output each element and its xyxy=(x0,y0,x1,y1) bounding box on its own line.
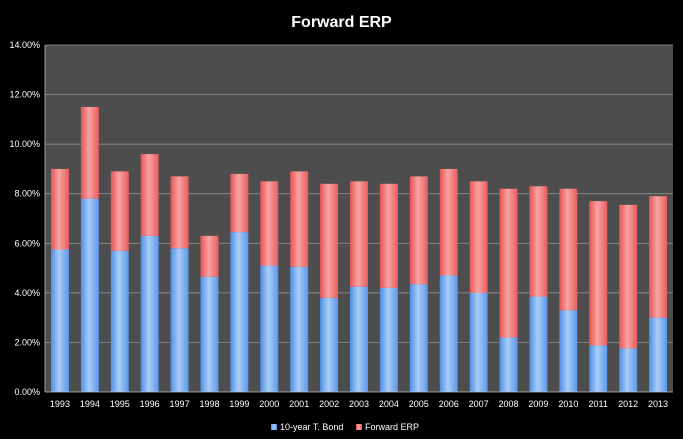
bar-bond xyxy=(350,286,368,392)
bar-bond xyxy=(80,198,99,392)
bar-bond xyxy=(379,287,398,392)
bar-bond xyxy=(499,337,518,392)
bar-erp xyxy=(649,196,668,318)
bar-erp xyxy=(619,204,638,349)
x-tick-label: 1997 xyxy=(170,399,190,409)
x-axis: 1993 1994 1995 1996 1997 1998 1999 2000 2001 2002… xyxy=(45,391,673,409)
bar-erp xyxy=(439,168,458,276)
x-tick-label: 2006 xyxy=(439,399,459,409)
x-tick-label: 2011 xyxy=(589,399,608,409)
bar-erp xyxy=(290,171,309,267)
bar-erp xyxy=(200,235,219,277)
y-axis: 0.00% 2.00% 4.00% 6.00% 8.00% 10.00% 12.00% 14.… xyxy=(9,40,46,397)
y-tick-label: 12.00% xyxy=(9,90,40,100)
x-tick-label: 2013 xyxy=(648,399,668,409)
y-tick-label: 10.00% xyxy=(9,139,40,149)
x-tick-label: 1996 xyxy=(140,399,160,409)
x-tick-label: 2005 xyxy=(409,399,429,409)
bar-bond xyxy=(469,292,488,392)
bar-bond xyxy=(439,275,458,392)
y-tick-label: 8.00% xyxy=(14,189,40,199)
bar-erp xyxy=(230,173,249,233)
bar-bond xyxy=(529,296,548,392)
bar-erp xyxy=(80,106,99,199)
x-tick-label: 1999 xyxy=(229,399,249,409)
legend-label-erp: Forward ERP xyxy=(365,422,419,432)
y-tick-label: 0.00% xyxy=(14,387,40,397)
x-tick-label: 2004 xyxy=(379,399,399,409)
bar-bond xyxy=(619,348,638,392)
bar-erp xyxy=(320,183,339,298)
bar-bond xyxy=(409,284,428,392)
bar-bond xyxy=(589,345,608,392)
bar-erp xyxy=(469,181,488,293)
bar-bond xyxy=(320,297,339,392)
bar-bond xyxy=(290,266,309,392)
bar-bond xyxy=(559,310,578,392)
x-tick-label: 2008 xyxy=(499,399,519,409)
x-tick-label: 1998 xyxy=(199,399,219,409)
y-tick-label: 2.00% xyxy=(14,337,40,347)
bar-bond xyxy=(200,276,219,392)
bar-erp xyxy=(589,201,608,346)
bar-erp xyxy=(170,176,189,249)
bar-bond xyxy=(170,248,189,392)
bar-bond xyxy=(110,250,129,392)
bar-erp xyxy=(379,183,398,288)
legend-swatch-bond xyxy=(271,424,277,430)
x-tick-label: 2002 xyxy=(319,399,339,409)
chart-title: Forward ERP xyxy=(291,14,392,31)
x-tick-label: 2003 xyxy=(349,399,369,409)
bar-erp xyxy=(499,188,518,338)
bar-erp xyxy=(50,168,69,250)
bars xyxy=(50,106,668,392)
bar-bond xyxy=(230,232,249,392)
bar-erp xyxy=(350,181,368,287)
legend-swatch-erp xyxy=(356,424,362,430)
bar-erp xyxy=(529,186,548,297)
bar-bond xyxy=(260,265,279,392)
x-tick-label: 1994 xyxy=(80,399,100,409)
x-tick-label: 2000 xyxy=(259,399,279,409)
legend: 10-year T. Bond Forward ERP xyxy=(271,422,419,432)
x-tick-label: 2012 xyxy=(618,399,638,409)
x-tick-label: 2010 xyxy=(558,399,578,409)
bar-erp xyxy=(260,181,279,266)
x-tick-label: 1995 xyxy=(110,399,130,409)
x-tick-label: 2001 xyxy=(289,399,309,409)
bar-erp xyxy=(409,176,428,285)
x-tick-label: 2007 xyxy=(469,399,489,409)
bar-bond xyxy=(50,249,69,392)
legend-label-bond: 10-year T. Bond xyxy=(280,422,343,432)
x-tick-label: 1993 xyxy=(50,399,70,409)
bar-bond xyxy=(649,317,668,392)
bar-erp xyxy=(110,171,129,251)
bar-erp xyxy=(559,188,578,311)
bar-erp xyxy=(140,154,159,236)
bar-bond xyxy=(140,235,159,392)
y-tick-label: 14.00% xyxy=(9,40,40,50)
x-tick-label: 2009 xyxy=(528,399,548,409)
y-tick-label: 6.00% xyxy=(14,238,40,248)
y-tick-label: 4.00% xyxy=(14,288,40,298)
